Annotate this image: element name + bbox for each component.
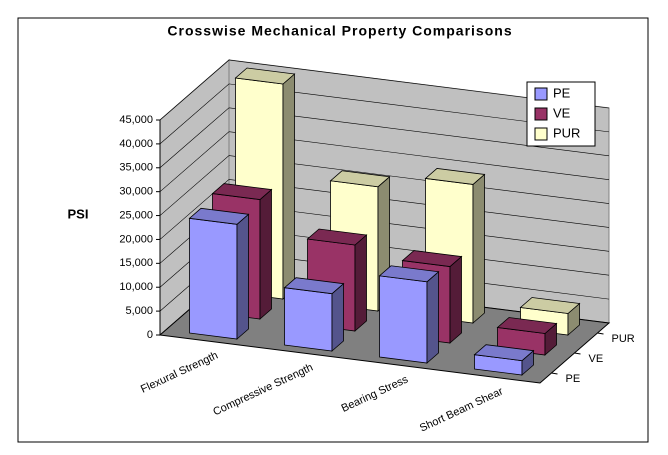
bar-top <box>211 183 273 200</box>
bar <box>378 265 440 364</box>
bar-side <box>472 173 485 324</box>
bar <box>473 344 535 376</box>
depth-label: PUR <box>612 333 635 345</box>
grid-line <box>159 107 610 169</box>
grid-line <box>159 83 610 145</box>
bar-side <box>331 282 344 352</box>
y-tick-label: 20,000 <box>119 233 153 245</box>
grid-line <box>159 59 610 121</box>
y-axis-label: PSI <box>68 206 89 221</box>
y-tick-label: 25,000 <box>119 209 153 221</box>
y-tick-label: 10,000 <box>119 281 153 293</box>
bar-side <box>449 255 462 344</box>
legend-label: VE <box>553 105 571 120</box>
bar-top <box>424 168 486 185</box>
bar-side <box>236 213 249 340</box>
bar-front <box>379 275 428 364</box>
bar-top <box>188 207 250 225</box>
bar-top <box>329 170 391 188</box>
legend-label: PUR <box>553 125 580 140</box>
y-tick-label: 0 <box>147 329 153 341</box>
chart-title: Crosswise Mechanical Property Comparison… <box>167 23 512 39</box>
bar-side <box>259 188 272 320</box>
depth-label: VE <box>589 353 604 365</box>
bar-top <box>473 344 535 362</box>
y-tick-label: 5,000 <box>125 305 153 317</box>
bar-front <box>189 217 238 340</box>
depth-label: PE <box>566 373 581 385</box>
bar-front <box>284 287 333 352</box>
y-tick-label: 40,000 <box>119 138 153 150</box>
y-tick-label: 35,000 <box>119 162 153 174</box>
bar-side <box>282 73 295 300</box>
legend-swatch <box>534 107 548 121</box>
bar <box>188 207 250 340</box>
bar-top <box>234 67 296 85</box>
bar-top <box>496 317 558 334</box>
depth-tick <box>597 332 604 335</box>
bar-side <box>354 234 367 332</box>
bar-top <box>306 228 368 246</box>
bar-side <box>426 270 439 364</box>
legend-swatch <box>534 127 548 141</box>
depth-tick <box>574 352 581 355</box>
y-tick-label: 15,000 <box>119 257 153 269</box>
bar-top <box>519 297 581 314</box>
bar-top <box>401 250 463 267</box>
legend-swatch <box>534 87 548 101</box>
depth-tick <box>551 372 558 375</box>
legend-label: PE <box>553 85 571 100</box>
bar <box>283 277 345 352</box>
bar-top <box>378 265 440 283</box>
y-tick-label: 30,000 <box>119 186 153 198</box>
y-tick-label: 45,000 <box>119 114 153 126</box>
grid-line <box>159 131 610 192</box>
bar-top <box>283 277 345 295</box>
